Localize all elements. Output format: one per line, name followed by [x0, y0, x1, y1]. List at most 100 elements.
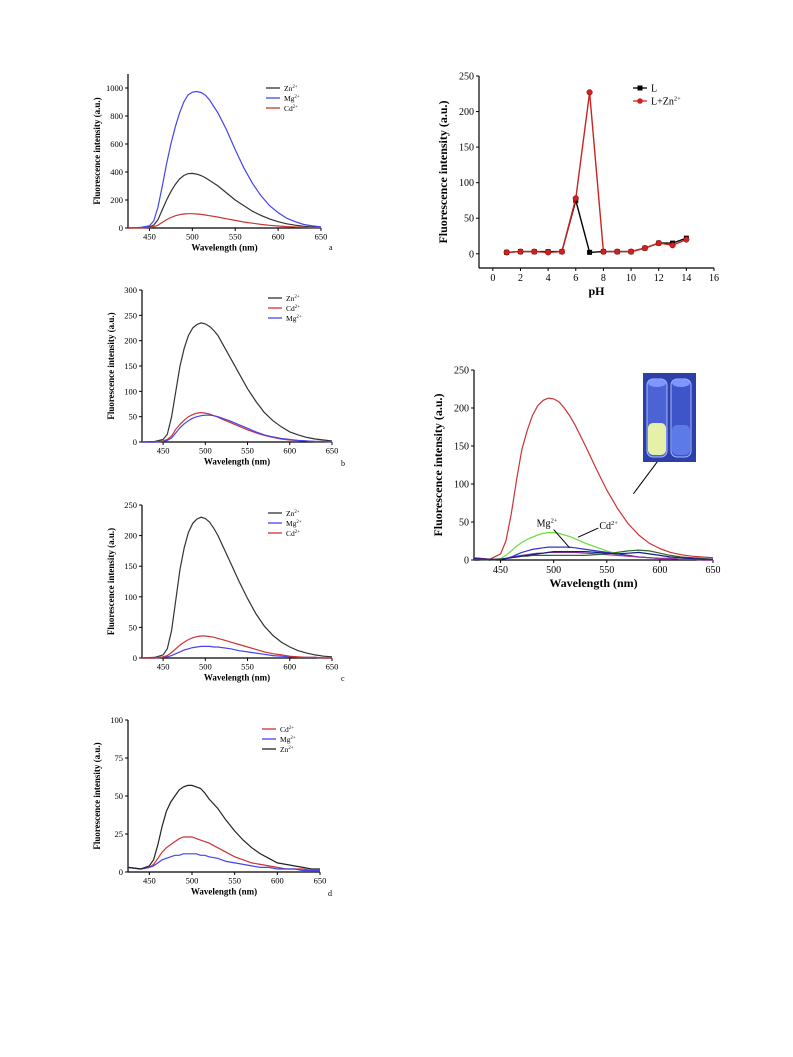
y-axis-label: Fluorescence intensity (a.u.) [92, 97, 102, 204]
series-line-cd [142, 635, 332, 659]
x-tick-label: 550 [241, 662, 254, 672]
x-tick-label: 500 [199, 446, 212, 456]
y-tick-label: 150 [124, 561, 137, 571]
x-tick-label: 650 [326, 662, 339, 672]
y-tick-label: 200 [124, 336, 137, 346]
x-tick-label: 450 [143, 876, 156, 886]
y-tick-label: 200 [454, 404, 469, 415]
data-point-l [587, 249, 593, 255]
y-tick-label: 100 [110, 715, 123, 725]
series-line-zn [127, 784, 320, 870]
x-tick-label: 550 [229, 232, 242, 242]
y-tick-label: 600 [110, 139, 123, 149]
y-tick-label: 200 [124, 531, 137, 541]
x-tick-label: 8 [601, 273, 606, 284]
x-axis-label: Wavelength (nm) [191, 887, 257, 897]
y-tick-label: 100 [124, 386, 137, 396]
y-tick-label: 150 [454, 442, 469, 453]
series-line-mg [142, 414, 333, 443]
legend-label: Zn2+ [286, 294, 300, 303]
series-line-zn [141, 516, 333, 659]
x-tick-label: 600 [283, 662, 296, 672]
chart-c: 450 500 550 600 650 0 50 100 150 200 250 Wavelength… [106, 500, 345, 683]
legend-label: Zn2+ [286, 509, 300, 518]
legend-label: Cd2+ [280, 725, 294, 734]
x-tick-label: 4 [546, 273, 551, 284]
data-point-l-zn [572, 195, 579, 202]
y-tick-label: 150 [459, 143, 474, 154]
mg-arrow [553, 529, 570, 549]
y-tick-label: 300 [124, 285, 137, 295]
x-tick-label: 600 [272, 232, 285, 242]
data-point-l-zn [586, 89, 593, 96]
x-axis-label: Wavelength (nm) [204, 457, 270, 467]
chart-b: 450 500 550 600 650 0 50 100 150 200 250 300 Wavelen… [106, 285, 345, 468]
y-tick-label: 50 [129, 622, 138, 632]
legend-label: Mg2+ [286, 519, 302, 528]
y-tick-label: 400 [110, 167, 123, 177]
legend-label: Mg2+ [280, 735, 296, 744]
legend-label: Zn2+ [280, 745, 294, 754]
chart-f: 450 500 550 600 650 0 50 100 150 200 250 Wavelength… [431, 366, 721, 591]
data-point-l-zn [545, 249, 552, 256]
y-tick-label: 75 [115, 753, 124, 763]
x-tick-label: 10 [626, 273, 636, 284]
series-line-mg [127, 90, 322, 229]
y-tick-label: 100 [454, 480, 469, 491]
x-axis-label: Wavelength (nm) [549, 576, 637, 590]
legend-label: Mg2+ [284, 94, 300, 103]
series-line-cd [127, 213, 322, 229]
x-tick-label: 500 [199, 662, 212, 672]
y-tick-label: 1000 [106, 83, 123, 93]
vial-right-cap [672, 379, 690, 387]
x-tick-label: 6 [573, 273, 578, 284]
series-line-mg [127, 853, 320, 872]
series-line-cd [142, 411, 333, 443]
data-point-l-zn [531, 248, 538, 255]
data-point-l-zn [600, 248, 607, 255]
y-tick-label: 50 [464, 214, 474, 225]
legend-label: Cd2+ [286, 529, 300, 538]
vial-left-cap [648, 379, 666, 387]
y-tick-label: 25 [115, 829, 124, 839]
y-tick-label: 100 [124, 592, 137, 602]
y-axis-label: Fluorescence intensity (a.u.) [436, 100, 450, 243]
data-point-l-zn [669, 242, 676, 249]
data-point-l-zn [503, 249, 510, 256]
x-tick-label: 500 [186, 876, 199, 886]
x-tick-label: 600 [283, 446, 296, 456]
data-point-l-zn [641, 245, 648, 252]
series-line-cd [127, 836, 320, 872]
x-axis-label: pH [588, 284, 605, 298]
y-axis-label: Fluorescence intensity (a.u.) [106, 528, 116, 635]
y-tick-label: 250 [454, 366, 469, 377]
x-tick-label: 550 [599, 565, 614, 576]
data-point-l-zn [614, 248, 621, 255]
x-tick-label: 2 [518, 273, 523, 284]
y-tick-label: 100 [459, 178, 474, 189]
panel-label: c [341, 674, 345, 683]
cd-arrow [577, 527, 599, 538]
y-tick-label: 250 [124, 310, 137, 320]
y-tick-label: 800 [110, 111, 123, 121]
x-tick-label: 450 [143, 232, 156, 242]
legend-label: L [651, 83, 657, 94]
legend-label: L+Zn2+ [651, 95, 681, 107]
y-tick-label: 150 [124, 361, 137, 371]
x-tick-label: 550 [228, 876, 241, 886]
y-tick-label: 250 [459, 72, 474, 83]
series-line-trace-5 [473, 551, 713, 560]
series-line-trace-3 [473, 551, 713, 561]
x-tick-label: 12 [654, 273, 664, 284]
panel-label: a [329, 243, 333, 252]
series-line-zn [127, 172, 322, 229]
y-tick-label: 0 [469, 249, 474, 260]
chart-d: 450 500 550 600 650 0 25 50 75 100 Wavelength (nm)… [92, 715, 332, 898]
x-tick-label: 550 [241, 446, 254, 456]
chart-a: 450 500 550 600 650 0 200 400 600 800 1000 Waveleng… [92, 74, 333, 253]
x-tick-label: 600 [271, 876, 284, 886]
y-tick-label: 0 [119, 867, 123, 877]
x-axis-label: Wavelength (nm) [191, 243, 257, 253]
series-line-zn [141, 322, 333, 443]
